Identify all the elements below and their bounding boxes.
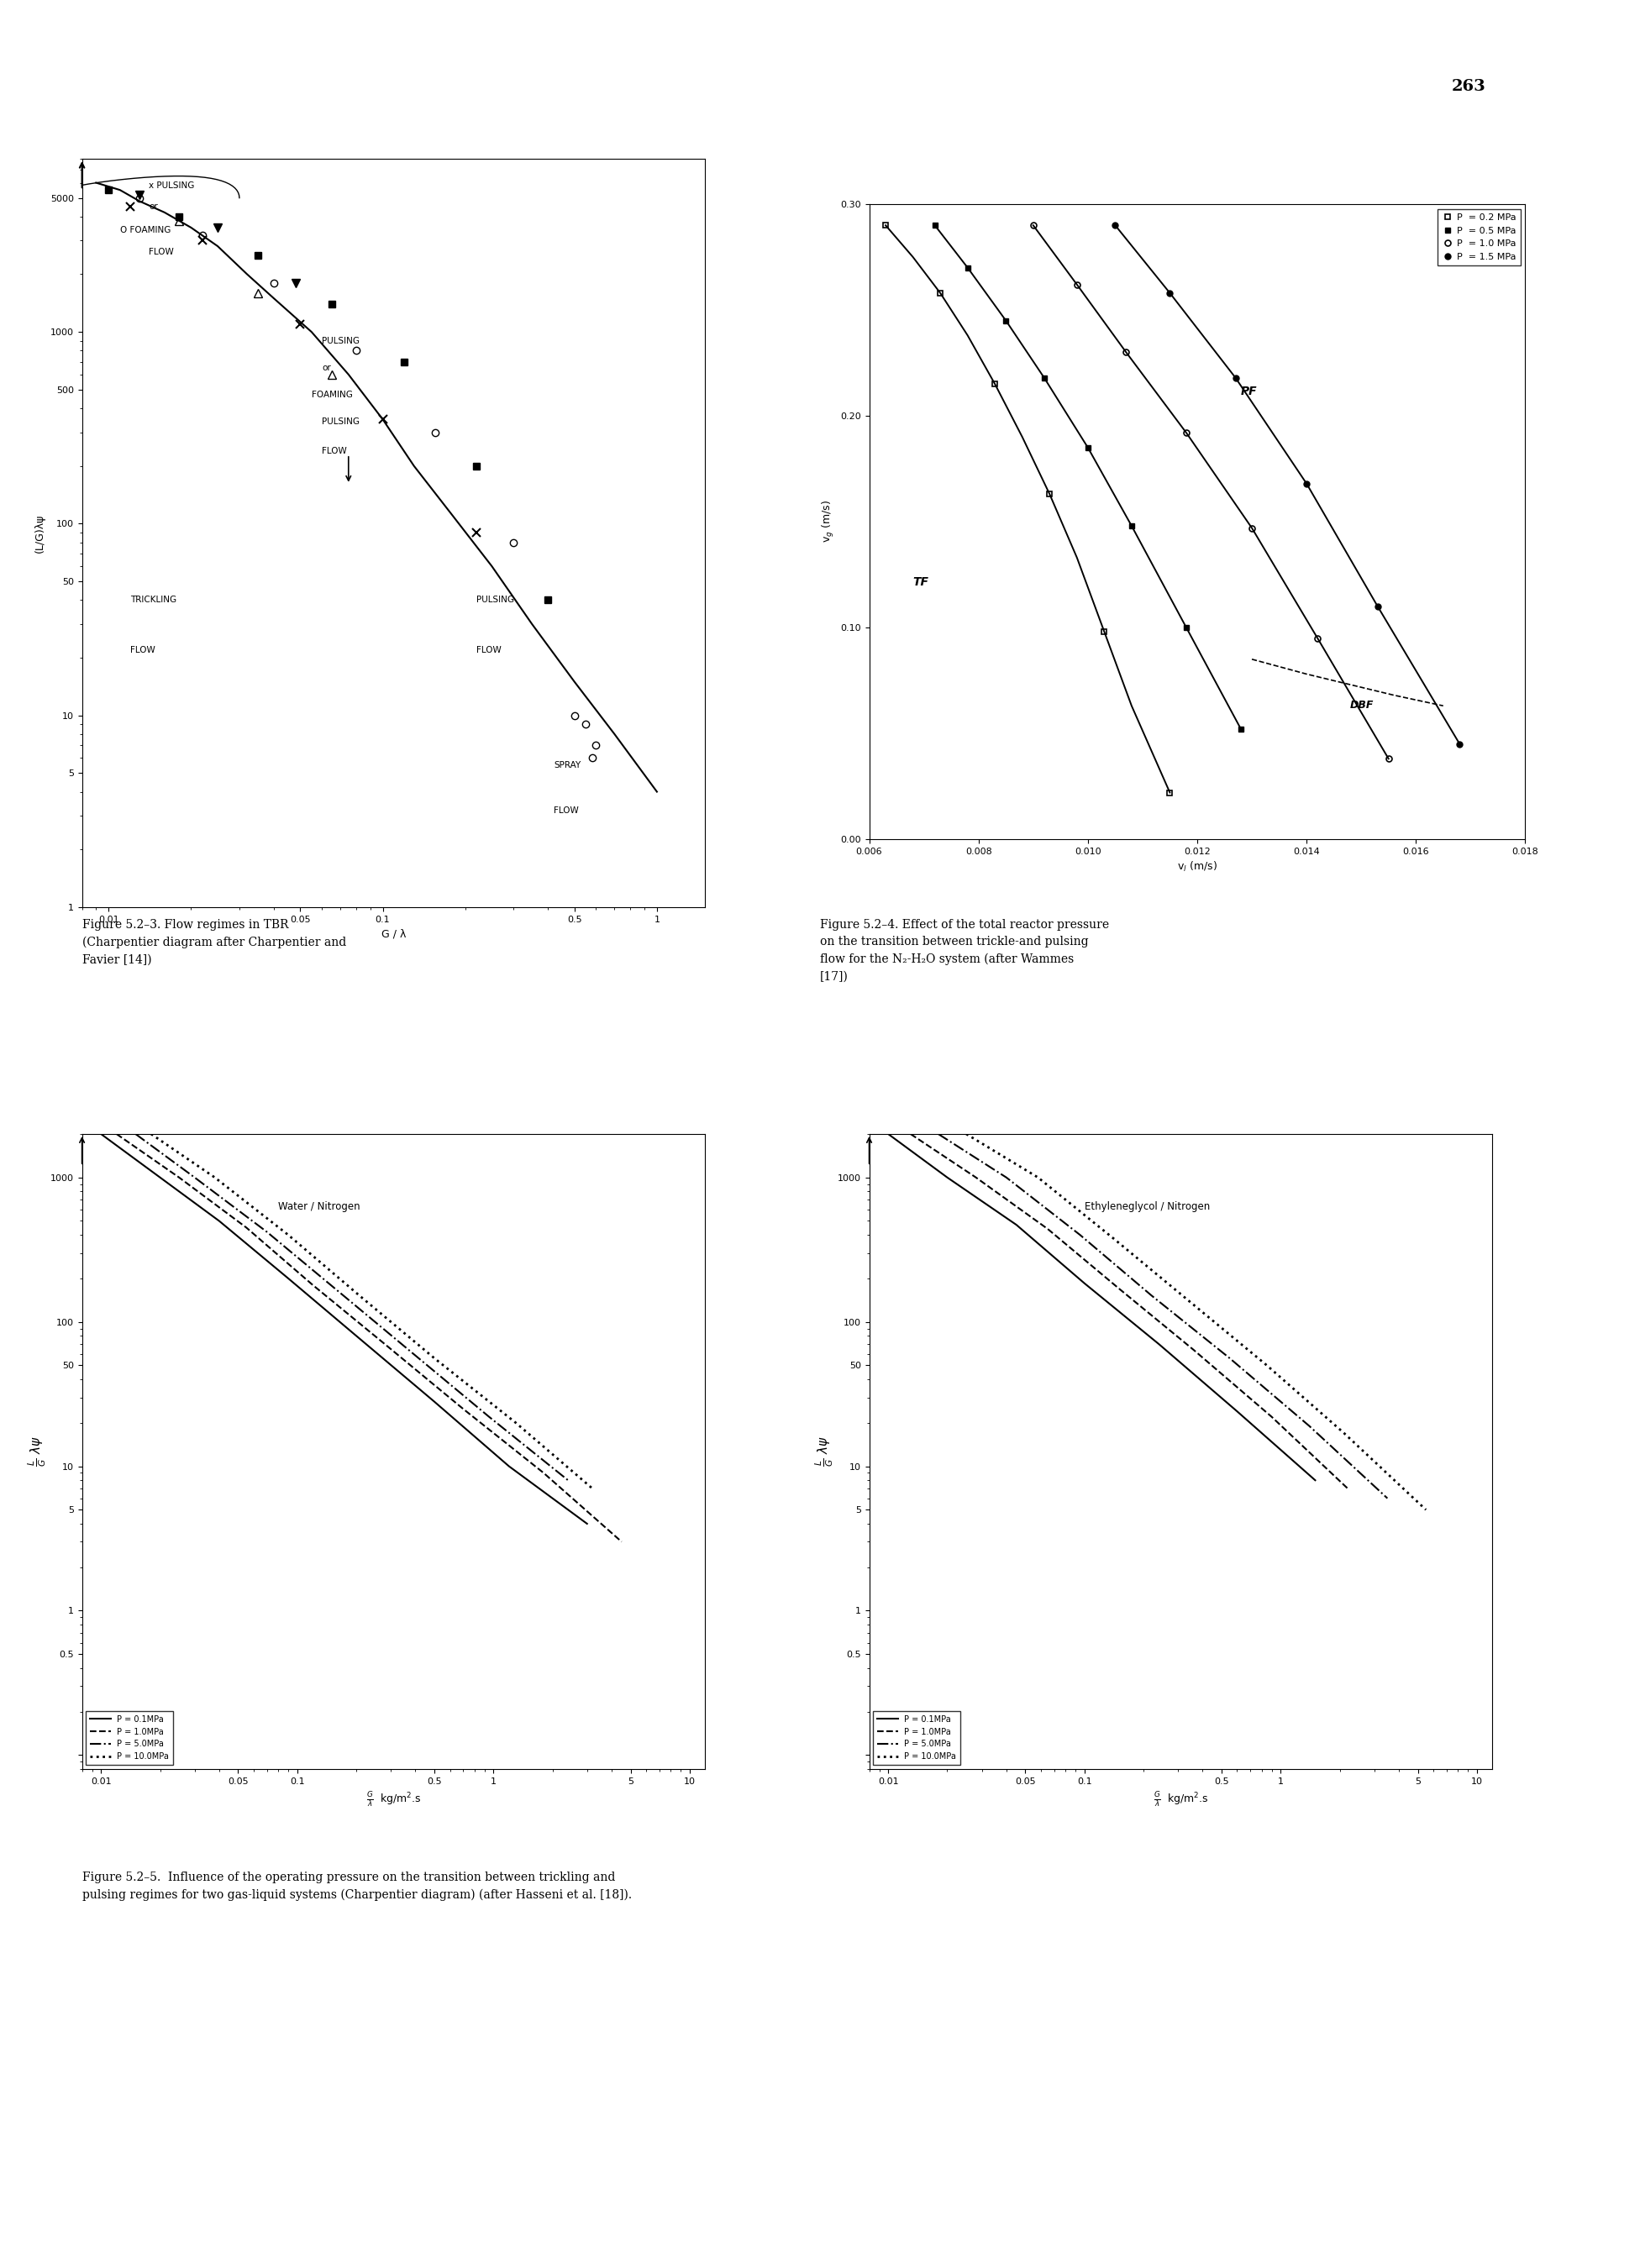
Text: PF: PF [1241, 386, 1258, 397]
Text: Ethyleneglycol / Nitrogen: Ethyleneglycol / Nitrogen [1084, 1202, 1210, 1211]
Legend: P = 0.1MPa, P = 1.0MPa, P = 5.0MPa, P = 10.0MPa: P = 0.1MPa, P = 1.0MPa, P = 5.0MPa, P = … [872, 1710, 961, 1765]
Text: FOAMING: FOAMING [312, 390, 353, 399]
Y-axis label: $\frac{L}{G}$ $\lambda\psi$: $\frac{L}{G}$ $\lambda\psi$ [26, 1436, 48, 1467]
Y-axis label: v$_g$ (m/s): v$_g$ (m/s) [820, 501, 835, 542]
X-axis label: $\frac{G}{\lambda}$  kg/m$^2$.s: $\frac{G}{\lambda}$ kg/m$^2$.s [1153, 1789, 1209, 1810]
Text: Water / Nitrogen: Water / Nitrogen [279, 1202, 361, 1211]
Text: PULSING: PULSING [321, 417, 359, 426]
X-axis label: G / λ: G / λ [380, 928, 407, 939]
X-axis label: $\frac{G}{\lambda}$  kg/m$^2$.s: $\frac{G}{\lambda}$ kg/m$^2$.s [366, 1789, 421, 1810]
Text: SPRAY: SPRAY [554, 762, 581, 769]
Text: FLOW: FLOW [321, 447, 348, 456]
Text: TRICKLING: TRICKLING [130, 596, 177, 603]
Text: 263: 263 [1451, 79, 1486, 95]
Text: TF: TF [913, 576, 928, 587]
Text: x PULSING: x PULSING [149, 181, 194, 191]
Text: DBF: DBF [1350, 699, 1374, 710]
Text: or: or [149, 202, 157, 211]
Text: Figure 5.2–5.  Influence of the operating pressure on the transition between tri: Figure 5.2–5. Influence of the operating… [82, 1871, 631, 1901]
Y-axis label: $\frac{L}{G}$ $\lambda\psi$: $\frac{L}{G}$ $\lambda\psi$ [813, 1436, 835, 1467]
Text: O FOAMING: O FOAMING [120, 227, 171, 234]
Legend: P  = 0.2 MPa, P  = 0.5 MPa, P  = 1.0 MPa, P  = 1.5 MPa: P = 0.2 MPa, P = 0.5 MPa, P = 1.0 MPa, P… [1438, 209, 1520, 265]
Text: or: or [321, 363, 331, 372]
Text: FLOW: FLOW [477, 646, 502, 653]
Text: PULSING: PULSING [477, 596, 515, 603]
Y-axis label: (L/G)λψ: (L/G)λψ [34, 513, 46, 553]
Text: FLOW: FLOW [130, 646, 156, 653]
X-axis label: v$_l$ (m/s): v$_l$ (m/s) [1178, 860, 1217, 873]
Text: Figure 5.2–4. Effect of the total reactor pressure
on the transition between tri: Figure 5.2–4. Effect of the total reacto… [820, 919, 1109, 982]
Text: PULSING: PULSING [321, 336, 359, 345]
Text: Figure 5.2–3. Flow regimes in TBR
(Charpentier diagram after Charpentier and
Fav: Figure 5.2–3. Flow regimes in TBR (Charp… [82, 919, 346, 966]
Text: FLOW: FLOW [149, 247, 174, 256]
Text: FLOW: FLOW [554, 805, 579, 814]
Legend: P = 0.1MPa, P = 1.0MPa, P = 5.0MPa, P = 10.0MPa: P = 0.1MPa, P = 1.0MPa, P = 5.0MPa, P = … [85, 1710, 174, 1765]
